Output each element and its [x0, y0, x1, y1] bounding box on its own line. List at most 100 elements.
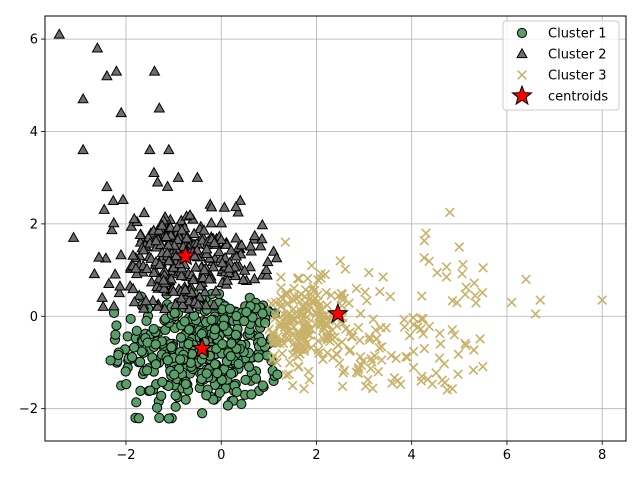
cluster-1-point [225, 368, 237, 379]
cluster-3-point [416, 291, 427, 301]
cluster-3-point [475, 333, 485, 344]
cluster-3-point [327, 325, 338, 336]
cluster-2-point [167, 285, 180, 296]
cluster-3-point [370, 325, 381, 335]
cluster-3-point [458, 259, 468, 270]
cluster-2-point [128, 212, 140, 224]
x-tick-label: 8 [598, 448, 606, 463]
cluster-2-point [175, 292, 188, 303]
legend-label: Cluster 2 [548, 48, 607, 63]
cluster-3-point [333, 291, 344, 301]
cluster-2-point [145, 252, 157, 263]
cluster-2-point [159, 302, 171, 314]
cluster-3-point [460, 338, 470, 349]
cluster-1-point [224, 303, 235, 314]
cluster-2-point [138, 302, 150, 313]
cluster-2-point [225, 244, 237, 255]
cluster-3-point [321, 287, 332, 298]
cluster-2-point [147, 294, 159, 306]
cluster-3-point [399, 314, 409, 325]
cluster-3-point [355, 308, 366, 319]
cluster-3-point [272, 357, 282, 368]
cluster-3-point [408, 362, 419, 373]
cluster-2-point [153, 258, 166, 269]
cluster-1-point [162, 355, 173, 366]
cluster-2-point [103, 277, 115, 288]
cluster-3-point [360, 381, 371, 392]
cluster-3-point [276, 335, 286, 346]
cluster-3-point [316, 269, 326, 279]
cluster-1-point [169, 369, 180, 380]
cluster-3-point [322, 333, 332, 344]
cluster-2-point [128, 295, 141, 307]
cluster-2-point [172, 171, 185, 182]
cluster-2-point [91, 42, 104, 53]
cluster-1-point [214, 387, 225, 398]
cluster-3-point [354, 335, 365, 346]
cluster-2-point [194, 280, 206, 291]
cluster-1-point [169, 307, 180, 319]
cluster-3-point [270, 309, 281, 320]
cluster-3-point [444, 207, 455, 218]
cluster-3-point [307, 298, 318, 308]
cluster-2-point [97, 300, 109, 311]
cluster-3-point [313, 345, 324, 355]
cluster-1-point [201, 390, 212, 401]
data-points [53, 28, 608, 424]
cluster-3-point [313, 348, 324, 359]
cluster-1-point [226, 338, 237, 349]
cluster-1-point [260, 317, 271, 329]
cluster-3-point [418, 313, 428, 324]
cluster-1-point [222, 400, 234, 411]
cluster-2-point [256, 218, 269, 230]
cluster-3-point [367, 357, 377, 367]
cluster-3-point [477, 287, 488, 298]
cluster-1-point [188, 310, 200, 321]
cluster-3-point [356, 360, 367, 371]
cluster-3-point [478, 262, 488, 273]
cluster-2-point [197, 271, 209, 283]
cluster-2-point [162, 239, 175, 250]
cluster-3-point [306, 260, 317, 271]
cluster-3-point [366, 353, 377, 364]
cluster-3-point [432, 267, 443, 278]
centroid-markers [174, 244, 349, 358]
cluster-1-point [150, 359, 161, 370]
cluster-3-point [535, 295, 546, 305]
cluster-2-point [200, 243, 213, 254]
cluster-3-point [530, 309, 541, 319]
cluster-2-point [140, 294, 152, 306]
cluster-1-point [148, 323, 159, 335]
cluster-2-point [175, 269, 188, 281]
y-tick-label: 0 [30, 310, 38, 325]
cluster-1-point [157, 376, 168, 388]
cluster-1-point [128, 342, 140, 353]
cluster-2-point [110, 65, 123, 76]
cluster-3-point [339, 365, 350, 376]
cluster-2-point [234, 194, 247, 205]
cluster-1-point [272, 369, 283, 380]
cluster-1-point [135, 385, 146, 397]
y-tick-label: 2 [30, 217, 38, 232]
cluster-3-point [419, 343, 430, 354]
cluster-2-point [115, 248, 127, 260]
cluster-2-point [101, 180, 113, 192]
cluster-3-point [424, 256, 435, 267]
cluster-2-point [237, 273, 250, 284]
cluster-3-point [447, 295, 458, 306]
cluster-2-point [130, 262, 142, 273]
cluster-3-point [276, 282, 286, 293]
cluster-2-point [238, 264, 251, 275]
cluster-3-point [395, 379, 406, 390]
cluster-2-point [270, 251, 283, 263]
cluster-3-point [374, 343, 385, 353]
cluster-1-point [241, 306, 252, 318]
cluster-3-point [340, 264, 351, 274]
cluster-1-point [179, 316, 190, 327]
cluster-3-point [311, 309, 322, 320]
cluster-1-point [175, 354, 186, 365]
cluster-2-point [169, 298, 182, 309]
cluster-2-point [199, 285, 211, 297]
legend-marker-x [517, 70, 527, 80]
